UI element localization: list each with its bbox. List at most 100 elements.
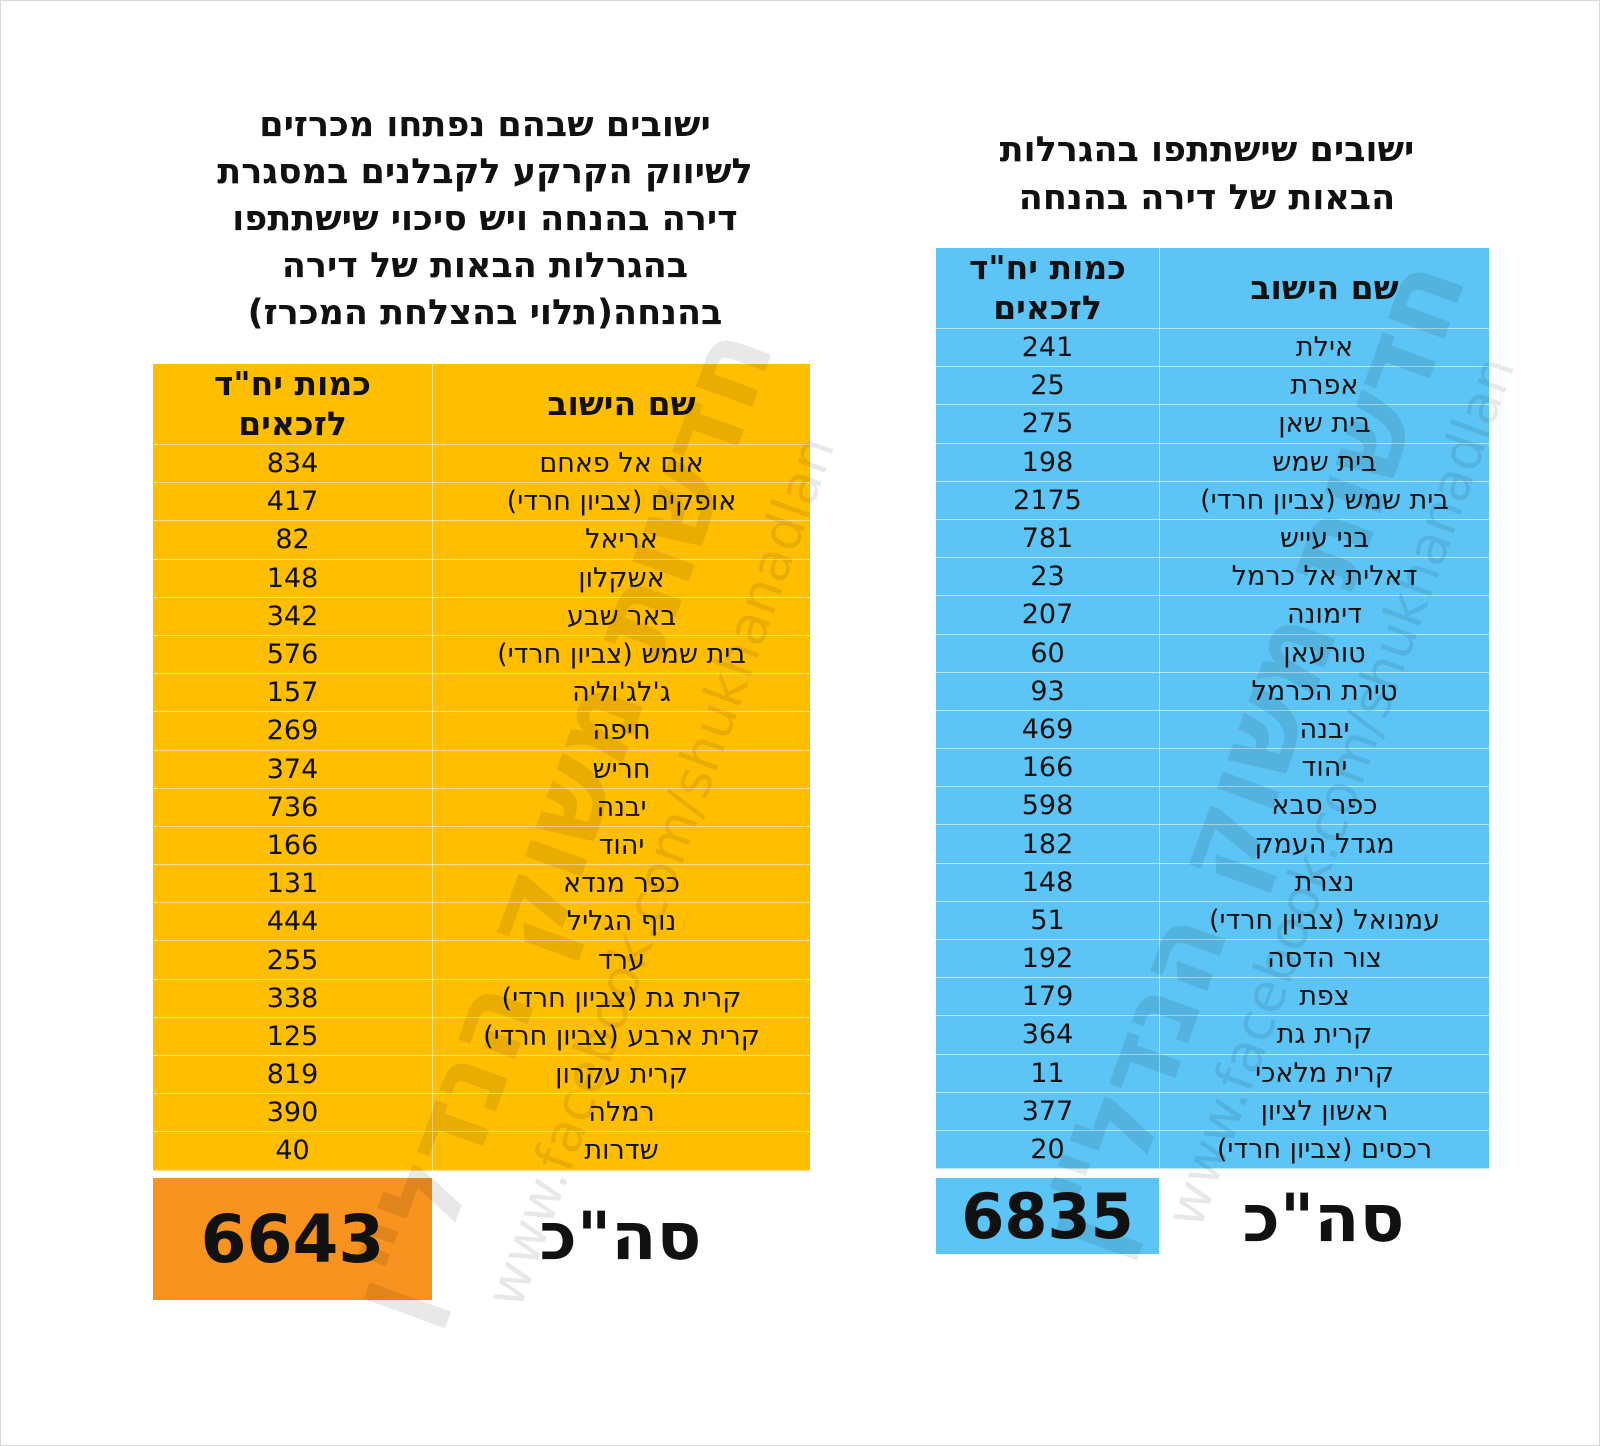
table-row: אשקלון 148 xyxy=(153,559,810,598)
table-row: יהוד 166 xyxy=(936,748,1489,788)
units-cell: 157 xyxy=(153,673,433,713)
settlement-name-cell: אופקים (צביון חרדי) xyxy=(432,482,810,522)
table-row: עמנואל (צביון חרדי) 51 xyxy=(936,901,1489,941)
units-cell: 338 xyxy=(153,979,433,1018)
settlement-name-cell: אשקלון xyxy=(432,559,810,598)
settlement-name-cell: בית שאן xyxy=(1159,404,1489,444)
settlement-name-cell: קרית עקרון xyxy=(432,1055,810,1095)
settlement-name-cell: יהוד xyxy=(1159,748,1489,788)
left-table-header: שם הישוב כמות יח"ד לזכאים xyxy=(153,364,810,445)
left-total-value: 6643 xyxy=(153,1178,432,1300)
column-header-units-line2: לזכאים xyxy=(238,404,347,443)
column-header-settlement-name: שם הישוב xyxy=(432,364,810,445)
units-cell: 269 xyxy=(153,711,433,751)
units-cell: 166 xyxy=(936,748,1160,788)
settlement-name-cell: נוף הגליל xyxy=(432,902,810,942)
units-cell: 192 xyxy=(936,939,1160,979)
table-row: בית שמש (צביון חרדי) 2175 xyxy=(936,481,1489,520)
left-title-line: בהנחה(תלוי בהצלחת המכרז) xyxy=(247,293,723,333)
right-title-line: הבאות של דירה בהנחה xyxy=(1018,178,1396,218)
table-row: דאלית אל כרמל 23 xyxy=(936,557,1489,597)
left-title-line: ישובים שבהם נפתחו מכרזים xyxy=(259,105,711,145)
table-row: ראשון לציון 377 xyxy=(936,1092,1489,1131)
table-row: קרית ארבע (צביון חרדי) 125 xyxy=(153,1017,810,1057)
settlement-name-cell: כפר סבא xyxy=(1159,786,1489,826)
table-row: נצרת 148 xyxy=(936,863,1489,902)
table-row: צור הדסה 192 xyxy=(936,939,1489,979)
settlement-name-cell: טורעאן xyxy=(1159,634,1489,673)
units-cell: 417 xyxy=(153,482,433,522)
settlement-name-cell: אום אל פאחם xyxy=(432,444,810,484)
settlement-name-cell: כפר מנדא xyxy=(432,864,810,904)
units-cell: 255 xyxy=(153,940,433,980)
settlement-name-cell: יבנה xyxy=(432,788,810,827)
left-settlements-table: שם הישוב כמות יח"ד לזכאים אום אל פאחם 834… xyxy=(153,364,810,1171)
table-row: נוף הגליל 444 xyxy=(153,902,810,942)
settlement-name-cell: צור הדסה xyxy=(1159,939,1489,979)
right-total-label: סה"כ xyxy=(1242,1180,1405,1257)
settlement-name-cell: צפת xyxy=(1159,977,1489,1017)
table-row: חיפה 269 xyxy=(153,711,810,751)
right-panel-title: ישובים שישתתפו בהגרלות הבאות של דירה בהנ… xyxy=(932,126,1482,222)
settlement-name-cell: ג'לג'וליה xyxy=(432,673,810,713)
table-row: דימונה 207 xyxy=(936,595,1489,635)
settlement-name-cell: קרית ארבע (צביון חרדי) xyxy=(432,1017,810,1057)
column-header-units-line1: כמות יח"ד xyxy=(214,364,371,403)
settlement-name-cell: שדרות xyxy=(432,1131,810,1171)
units-cell: 20 xyxy=(936,1130,1160,1170)
table-row: טורעאן 60 xyxy=(936,634,1489,673)
units-cell: 576 xyxy=(153,635,433,675)
table-row: בני עייש 781 xyxy=(936,519,1489,559)
table-row: קרית מלאכי 11 xyxy=(936,1054,1489,1093)
table-row: בית שאן 275 xyxy=(936,404,1489,444)
settlement-name-cell: נצרת xyxy=(1159,863,1489,902)
table-row: כפר מנדא 131 xyxy=(153,864,810,904)
left-title-line: לשיווק הקרקע לקבלנים במסגרת xyxy=(217,152,753,192)
left-table-body: שם הישוב כמות יח"ד לזכאים אום אל פאחם 834… xyxy=(153,364,810,1171)
units-cell: 377 xyxy=(936,1092,1160,1131)
settlement-name-cell: בית שמש (צביון חרדי) xyxy=(432,635,810,675)
units-cell: 736 xyxy=(153,788,433,827)
settlement-name-cell: יהוד xyxy=(432,826,810,866)
settlement-name-cell: טירת הכרמל xyxy=(1159,672,1489,711)
units-cell: 82 xyxy=(153,520,433,560)
units-cell: 148 xyxy=(936,863,1160,902)
table-row: ג'לג'וליה 157 xyxy=(153,673,810,713)
settlement-name-cell: חיפה xyxy=(432,711,810,751)
units-cell: 598 xyxy=(936,786,1160,826)
table-row: חריש 374 xyxy=(153,750,810,789)
settlement-name-cell: אריאל xyxy=(432,520,810,560)
settlement-name-cell: קרית גת (צביון חרדי) xyxy=(432,979,810,1018)
units-cell: 275 xyxy=(936,404,1160,444)
units-cell: 148 xyxy=(153,559,433,598)
right-settlements-table: שם הישוב כמות יח"ד לזכאים אילת 241 אפרת 25 ב… xyxy=(936,248,1489,1170)
table-row: אום אל פאחם 834 xyxy=(153,444,810,484)
left-title-line: בהגרלות הבאות של דירה xyxy=(281,246,689,286)
settlement-name-cell: בית שמש (צביון חרדי) xyxy=(1159,481,1489,520)
units-cell: 444 xyxy=(153,902,433,942)
units-cell: 374 xyxy=(153,750,433,789)
settlement-name-cell: בני עייש xyxy=(1159,519,1489,559)
settlement-name-cell: בית שמש xyxy=(1159,443,1489,482)
settlement-name-cell: באר שבע xyxy=(432,597,810,636)
table-row: אילת 241 xyxy=(936,328,1489,368)
settlement-name-cell: חריש xyxy=(432,750,810,789)
units-cell: 469 xyxy=(936,710,1160,750)
right-table-body: שם הישוב כמות יח"ד לזכאים אילת 241 אפרת 25 ב… xyxy=(936,248,1489,1170)
table-row: מגדל העמק 182 xyxy=(936,824,1489,864)
units-cell: 834 xyxy=(153,444,433,484)
settlement-name-cell: רמלה xyxy=(432,1093,810,1133)
units-cell: 390 xyxy=(153,1093,433,1133)
table-row: בית שמש 198 xyxy=(936,443,1489,482)
units-cell: 93 xyxy=(936,672,1160,711)
settlement-name-cell: ראשון לציון xyxy=(1159,1092,1489,1131)
table-row: אופקים (צביון חרדי) 417 xyxy=(153,482,810,522)
settlement-name-cell: ערד xyxy=(432,940,810,980)
units-cell: 23 xyxy=(936,557,1160,597)
table-row: באר שבע 342 xyxy=(153,597,810,636)
table-row: בית שמש (צביון חרדי) 576 xyxy=(153,635,810,675)
settlement-name-cell: עמנואל (צביון חרדי) xyxy=(1159,901,1489,941)
left-panel-title: ישובים שבהם נפתחו מכרזים לשיווק הקרקע לק… xyxy=(160,102,810,337)
units-cell: 182 xyxy=(936,824,1160,864)
units-cell: 198 xyxy=(936,443,1160,482)
